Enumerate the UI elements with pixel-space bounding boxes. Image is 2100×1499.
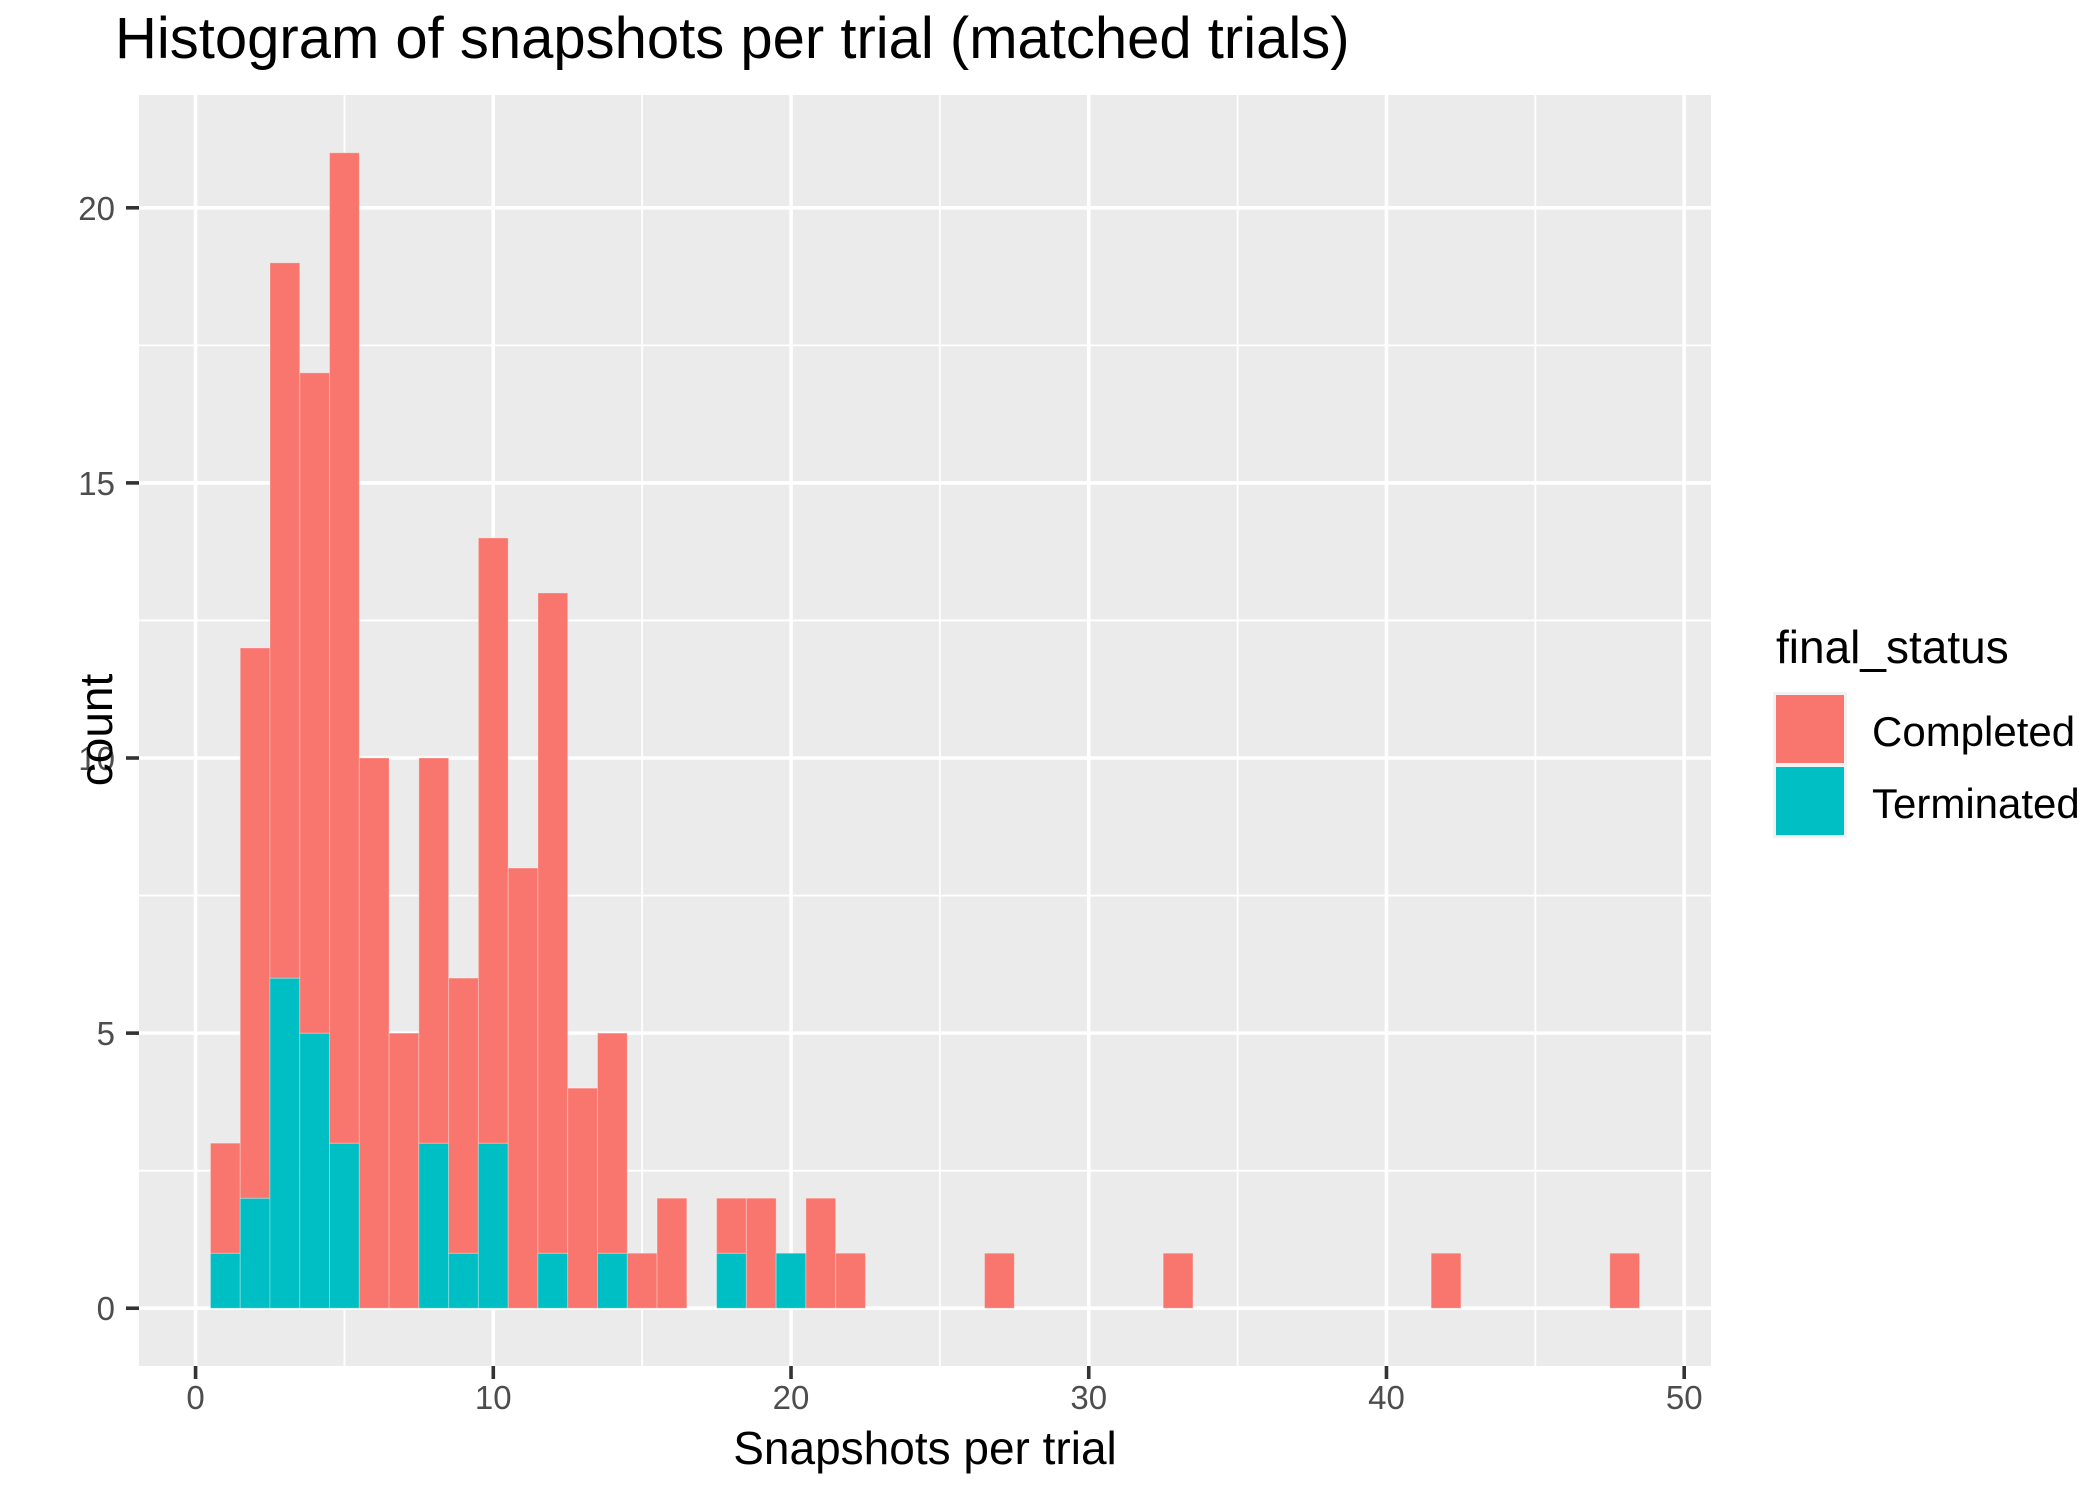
x-tick-labels: 0 10 20 30 40 50 [186,1379,1702,1416]
x-tick-label: 40 [1368,1379,1405,1416]
bar-segment-completed [299,372,331,1034]
y-tick-label: 0 [97,1290,115,1327]
bar-segment-completed [835,1252,866,1309]
bar-segment-completed [269,262,301,979]
bar-segment-completed [805,1197,837,1309]
bar-segment-terminated [418,1142,450,1309]
legend-swatch-terminated [1776,767,1844,835]
bar-segment-terminated [775,1252,807,1309]
y-tick-labels: 0 5 10 15 20 [78,190,115,1327]
y-tick-label: 5 [97,1015,115,1052]
y-tick-label: 20 [78,190,115,227]
x-tick-label: 0 [186,1379,204,1416]
bar-segment-completed [745,1197,777,1309]
bar-segment-completed [567,1087,599,1309]
legend-item-label-terminated: Terminated [1872,780,2080,827]
y-axis-title: count [70,674,122,787]
bar-segment-terminated [329,1142,360,1309]
bar-segment-completed [329,152,360,1144]
bar-segment-terminated [448,1252,479,1309]
bar-segment-completed [388,1032,420,1309]
y-tick-label: 10 [78,740,115,777]
bar-segment-completed [239,647,271,1199]
bar-segment-completed [1162,1252,1194,1309]
x-tick-label: 20 [773,1379,810,1416]
legend: final_status Completed Terminated [1773,621,2080,838]
bar-segment-completed [1609,1252,1641,1309]
bar-segment-completed [209,1142,241,1254]
bar-segment-terminated [477,1142,509,1309]
plot-title: Histogram of snapshots per trial (matche… [115,6,1350,71]
y-tick-label: 15 [78,465,115,502]
x-tick-label: 30 [1070,1379,1107,1416]
bar-segment-completed [477,537,509,1144]
bar-segment-completed [507,867,539,1309]
bar-segment-completed [597,1032,628,1254]
bar-segment-completed [418,757,450,1144]
legend-item-label-completed: Completed [1872,708,2075,755]
bar-segment-completed [626,1252,658,1309]
bar-segment-terminated [269,977,301,1309]
bar-segment-completed [358,757,390,1309]
bar-segment-terminated [299,1032,331,1309]
x-axis-title: Snapshots per trial [733,1422,1117,1474]
bar-segment-completed [448,977,479,1254]
legend-swatch-completed [1776,695,1844,763]
x-tick-label: 50 [1666,1379,1703,1416]
minor-gridlines [139,95,1711,1366]
bar-segment-terminated [209,1252,241,1309]
x-tick-label: 10 [475,1379,512,1416]
legend-title: final_status [1776,621,2009,673]
bar-segment-completed [984,1252,1015,1309]
bar-segment-completed [1430,1252,1462,1309]
histogram-bars [209,152,1641,1309]
bar-segment-completed [656,1197,688,1309]
bar-segment-terminated [716,1252,747,1309]
axis-tick-marks [126,205,1687,1379]
bar-segment-completed [537,592,569,1254]
bar-segment-terminated [537,1252,569,1309]
bar-segment-completed [716,1197,747,1254]
bar-segment-terminated [597,1252,628,1309]
bar-segment-terminated [239,1197,271,1309]
